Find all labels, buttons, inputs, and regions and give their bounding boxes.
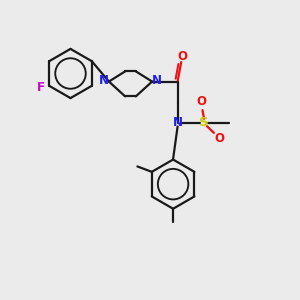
Text: N: N [99, 74, 109, 87]
Text: N: N [172, 116, 183, 129]
Text: O: O [178, 50, 188, 63]
Text: S: S [199, 116, 209, 129]
Text: O: O [196, 95, 207, 108]
Text: N: N [152, 74, 162, 87]
Text: F: F [37, 81, 45, 94]
Text: O: O [214, 132, 224, 145]
